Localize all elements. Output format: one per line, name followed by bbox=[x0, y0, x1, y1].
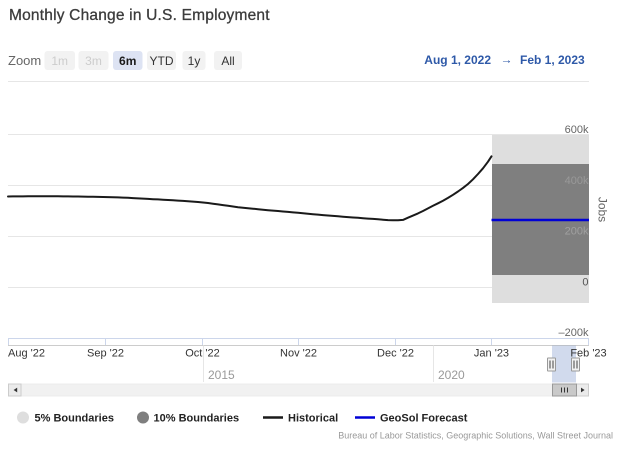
svg-text:3m: 3m bbox=[85, 54, 102, 68]
svg-text:Historical: Historical bbox=[288, 413, 338, 425]
svg-text:200k: 200k bbox=[565, 226, 589, 238]
svg-text:Feb '23: Feb '23 bbox=[570, 348, 606, 360]
svg-text:Aug '22: Aug '22 bbox=[8, 348, 45, 360]
svg-text:Sep '22: Sep '22 bbox=[87, 348, 124, 360]
svg-text:YTD: YTD bbox=[150, 54, 174, 68]
svg-text:10% Boundaries: 10% Boundaries bbox=[154, 413, 240, 425]
svg-text:GeoSol Forecast: GeoSol Forecast bbox=[380, 413, 468, 425]
svg-text:0: 0 bbox=[582, 277, 588, 289]
svg-text:1m: 1m bbox=[51, 54, 68, 68]
svg-text:Feb 1, 2023: Feb 1, 2023 bbox=[520, 53, 585, 67]
svg-text:Bureau of Labor Statistics, Ge: Bureau of Labor Statistics, Geographic S… bbox=[338, 431, 613, 441]
svg-text:Oct '22: Oct '22 bbox=[185, 348, 220, 360]
svg-text:Nov '22: Nov '22 bbox=[280, 348, 317, 360]
svg-text:Monthly Change in U.S. Employm: Monthly Change in U.S. Employment bbox=[9, 7, 270, 24]
svg-text:Jan '23: Jan '23 bbox=[474, 348, 509, 360]
svg-text:Zoom: Zoom bbox=[8, 53, 41, 68]
svg-text:5% Boundaries: 5% Boundaries bbox=[35, 413, 114, 425]
svg-text:2020: 2020 bbox=[438, 368, 465, 382]
svg-text:Aug 1, 2022: Aug 1, 2022 bbox=[424, 53, 491, 67]
svg-text:–200k: –200k bbox=[559, 327, 589, 339]
svg-text:All: All bbox=[221, 54, 234, 68]
svg-text:2015: 2015 bbox=[208, 368, 235, 382]
svg-text:6m: 6m bbox=[119, 54, 136, 68]
svg-text:Jobs: Jobs bbox=[595, 197, 609, 222]
svg-text:1y: 1y bbox=[188, 54, 201, 68]
svg-text:Dec '22: Dec '22 bbox=[377, 348, 414, 360]
svg-text:400k: 400k bbox=[565, 175, 589, 187]
svg-text:600k: 600k bbox=[565, 124, 589, 136]
svg-text:→: → bbox=[501, 53, 513, 67]
